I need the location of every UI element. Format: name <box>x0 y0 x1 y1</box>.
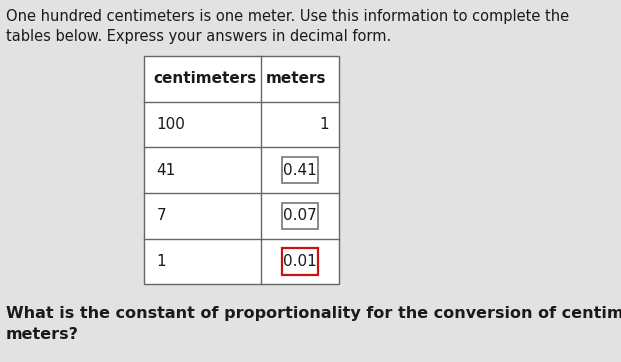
FancyBboxPatch shape <box>283 202 318 229</box>
Text: centimeters: centimeters <box>153 71 256 87</box>
FancyBboxPatch shape <box>283 157 318 184</box>
Text: 0.07: 0.07 <box>283 208 317 223</box>
Bar <box>144 56 339 284</box>
FancyBboxPatch shape <box>283 248 318 275</box>
Text: One hundred centimeters is one meter. Use this information to complete the
table: One hundred centimeters is one meter. Us… <box>6 9 569 45</box>
Text: 1: 1 <box>319 117 329 132</box>
Text: 7: 7 <box>156 208 166 223</box>
Text: 0.41: 0.41 <box>283 163 317 178</box>
Text: What is the constant of proportionality for the conversion of centimeters to
met: What is the constant of proportionality … <box>6 306 621 342</box>
Text: 100: 100 <box>156 117 185 132</box>
Text: 41: 41 <box>156 163 176 178</box>
Text: 0.01: 0.01 <box>283 254 317 269</box>
Text: meters: meters <box>266 71 327 87</box>
Text: 1: 1 <box>156 254 166 269</box>
